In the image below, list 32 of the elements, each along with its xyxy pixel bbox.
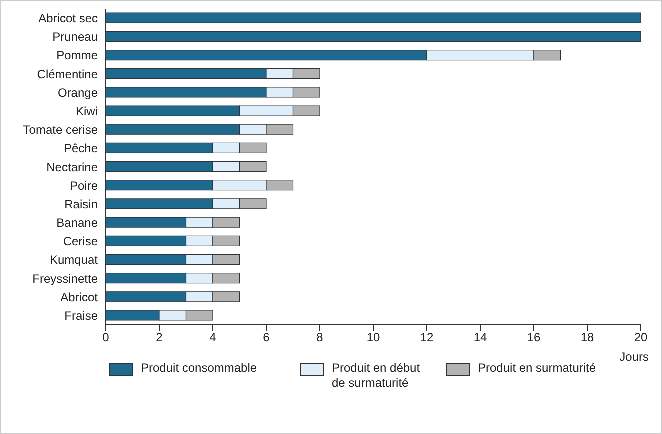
y-tick-label: Tomate cerise <box>23 123 98 138</box>
x-tick-label: 12 <box>420 330 434 345</box>
y-tick-label: Pêche <box>64 142 98 156</box>
y-tick-label: Abricot sec <box>38 12 98 26</box>
y-tick-label: Abricot <box>60 290 99 304</box>
y-tick-label: Cerise <box>63 234 98 249</box>
legend-label: Produit en début de surmaturité <box>332 361 422 391</box>
x-tick-label: 10 <box>366 330 380 345</box>
y-tick-label: Pomme <box>56 48 98 63</box>
y-tick-label: Orange <box>58 86 98 100</box>
y-tick-label: Banane <box>56 216 98 230</box>
x-tick-label: 20 <box>634 330 648 345</box>
y-tick-label: Poire <box>70 178 98 193</box>
y-tick-label: Nectarine <box>46 160 98 174</box>
legend-label: Produit consommable <box>141 361 258 376</box>
x-tick-label: 8 <box>316 330 324 345</box>
x-tick-label: 4 <box>210 330 217 345</box>
x-tick-label: 18 <box>580 330 594 345</box>
x-tick-label: 16 <box>527 330 541 345</box>
legend-label: Produit en surmaturité <box>478 361 596 376</box>
y-tick-label: Kumquat <box>50 253 99 268</box>
x-axis-title: Jours <box>620 350 649 364</box>
y-tick-label: Kiwi <box>76 104 98 118</box>
x-tick-label: 6 <box>263 330 270 345</box>
x-tick-label: 2 <box>156 330 164 345</box>
y-tick-label: Pruneau <box>52 30 98 44</box>
y-tick-label: Fraise <box>64 308 98 323</box>
y-tick-label: Freyssinette <box>32 272 98 286</box>
y-tick-label: Raisin <box>64 197 98 212</box>
x-tick-label: 0 <box>102 330 110 345</box>
y-tick-label: Clémentine <box>37 67 98 82</box>
x-tick-label: 14 <box>474 330 488 345</box>
